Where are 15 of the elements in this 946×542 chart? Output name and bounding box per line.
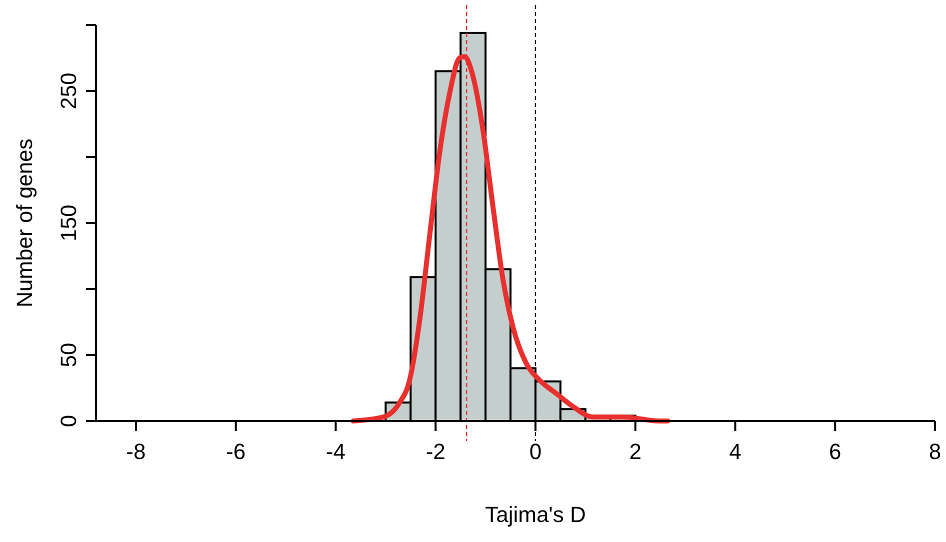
y-tick-label: 50 xyxy=(56,342,81,368)
x-tick-label: 2 xyxy=(629,439,642,464)
y-axis-title: Number of genes xyxy=(12,138,37,308)
x-tick-label: -4 xyxy=(326,439,346,464)
x-tick-label: 6 xyxy=(828,439,842,464)
x-tick-label: -2 xyxy=(426,439,446,464)
x-tick-label: 8 xyxy=(928,439,942,464)
x-tick-label: -8 xyxy=(126,439,146,464)
x-tick-label: -6 xyxy=(226,439,246,464)
y-tick-label: 150 xyxy=(56,204,81,242)
y-tick-label: 250 xyxy=(56,72,81,110)
x-tick-label: 0 xyxy=(529,439,542,464)
y-tick-label: 0 xyxy=(56,414,81,428)
x-axis-title: Tajima's D xyxy=(485,502,586,527)
x-tick-label: 4 xyxy=(729,439,742,464)
